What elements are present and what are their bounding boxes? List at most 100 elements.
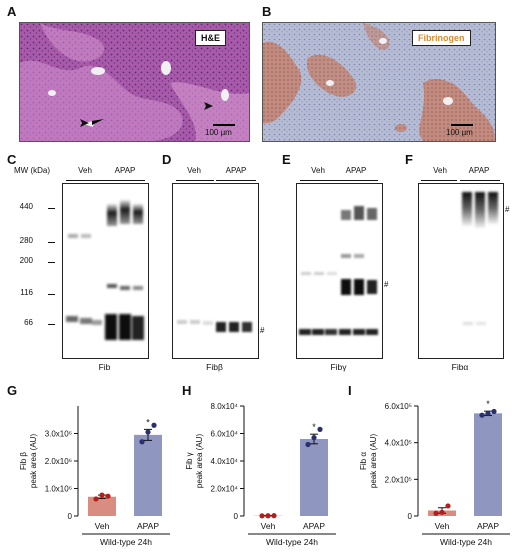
y-axis-label: peak area (AU) xyxy=(195,434,204,489)
data-point xyxy=(433,510,439,516)
category-label: Veh xyxy=(95,521,110,531)
panel-letter-b: B xyxy=(262,4,272,19)
y-axis-label: Fib α xyxy=(359,452,368,470)
apap-group-label: APAP xyxy=(114,166,136,175)
y-tick-label: 2.0x10⁵ xyxy=(385,475,412,484)
mw-tick xyxy=(48,262,55,263)
y-tick-label: 6.0x10⁵ xyxy=(385,402,412,411)
y-axis-label: peak area (AU) xyxy=(369,434,378,489)
data-point xyxy=(479,412,485,418)
apap-group-line xyxy=(105,180,145,181)
category-label: APAP xyxy=(137,521,159,531)
y-tick-label: 1.0x10⁶ xyxy=(45,485,72,494)
mw-label-280: 280 xyxy=(19,236,33,245)
apap-group-label: APAP xyxy=(468,166,490,175)
y-axis-label: Fib β xyxy=(19,452,28,470)
group-label: Wild-type 24h xyxy=(100,537,152,547)
fibrinogen-stain-tag: Fibrinogen xyxy=(412,30,471,46)
panel-letter-e: E xyxy=(282,152,291,167)
arrowhead-icon xyxy=(80,119,89,127)
y-tick-label: 4.0x10⁵ xyxy=(385,439,412,448)
bar-veh xyxy=(88,496,116,516)
data-point xyxy=(271,513,277,519)
y-tick-label: 8.0x10⁴ xyxy=(211,402,239,411)
fib-blot-lanes xyxy=(66,200,144,340)
panel-letter-i: I xyxy=(348,383,352,398)
fib-beta-blot xyxy=(172,183,259,359)
veh-group-line xyxy=(300,180,338,181)
panel-letter-h: H xyxy=(182,383,192,398)
mw-tick xyxy=(48,324,55,325)
apap-group-line xyxy=(338,180,378,181)
y-tick-label: 2.0x10⁶ xyxy=(45,457,72,466)
mw-tick xyxy=(48,208,55,209)
y-tick-label: 6.0x10⁴ xyxy=(211,430,239,439)
mw-tick xyxy=(48,294,55,295)
data-point xyxy=(485,410,491,416)
scale-bar xyxy=(213,124,235,126)
data-point xyxy=(151,422,157,428)
chart-fib-beta-svg: 0 1.0x10⁶ 2.0x10⁶ 3.0x10⁶ Fib β peak area (AU… xyxy=(19,406,170,547)
fib-alpha-caption: Fibα xyxy=(451,362,469,372)
fib-beta-blot-lanes xyxy=(177,320,252,332)
data-point xyxy=(139,439,145,445)
data-point xyxy=(145,429,151,435)
significance-star: * xyxy=(146,417,150,427)
scale-label-a: 100 µm xyxy=(205,128,232,137)
fib-caption: Fib xyxy=(98,362,111,372)
hash-mark: # xyxy=(505,205,510,214)
apap-group-line xyxy=(216,180,256,181)
fib-gamma-blot xyxy=(296,183,383,359)
veh-group-line xyxy=(66,180,106,181)
group-label: Wild-type 24h xyxy=(440,537,492,547)
y-axis-label: peak area (AU) xyxy=(29,434,38,489)
chart-fib-alpha: 0 2.0x10⁵ 4.0x10⁵ 6.0x10⁵ Fib α peak area (AU… xyxy=(344,392,516,557)
mw-label-440: 440 xyxy=(19,202,33,211)
y-tick-label: 3.0x10⁶ xyxy=(45,430,72,439)
bar-apap xyxy=(300,439,328,516)
category-label: APAP xyxy=(477,521,499,531)
y-tick-label: 2.0x10⁴ xyxy=(211,485,239,494)
apap-group-label: APAP xyxy=(225,166,247,175)
mw-label-200: 200 xyxy=(19,256,33,265)
group-label: Wild-type 24h xyxy=(266,537,318,547)
chart-fib-gamma: 0 2.0x10⁴ 4.0x10⁴ 6.0x10⁴ 8.0x10⁴ Fib γ peak a… xyxy=(172,392,342,557)
chart-fib-gamma-svg: 0 2.0x10⁴ 4.0x10⁴ 6.0x10⁴ 8.0x10⁴ Fib γ peak a… xyxy=(185,402,336,547)
significance-star: * xyxy=(312,422,316,432)
scale-bar xyxy=(451,124,473,126)
data-point xyxy=(439,509,445,515)
data-point xyxy=(445,503,451,509)
he-tissue-image xyxy=(20,23,249,141)
veh-group-label: Veh xyxy=(433,166,447,175)
panel-letter-d: D xyxy=(162,152,172,167)
panel-letter-f: F xyxy=(405,152,413,167)
fib-gamma-caption: Fibγ xyxy=(330,362,347,372)
category-label: APAP xyxy=(303,521,325,531)
hash-mark: # xyxy=(384,280,389,289)
data-point xyxy=(99,492,105,498)
y-tick-label: 4.0x10⁴ xyxy=(211,457,239,466)
fib-gamma-blot-lanes xyxy=(299,206,378,335)
data-point xyxy=(491,408,497,415)
veh-group-label: Veh xyxy=(187,166,201,175)
chart-fib-alpha-svg: 0 2.0x10⁵ 4.0x10⁵ 6.0x10⁵ Fib α peak area (AU… xyxy=(359,399,510,547)
y-tick-label: 0 xyxy=(234,512,239,521)
data-point xyxy=(305,441,311,448)
scale-label-b: 100 µm xyxy=(446,128,473,137)
veh-group-label: Veh xyxy=(78,166,92,175)
hash-mark: # xyxy=(260,326,265,335)
data-point xyxy=(259,513,265,519)
mw-header: MW (kDa) xyxy=(14,166,50,175)
mw-tick xyxy=(48,242,55,243)
data-point xyxy=(265,513,271,519)
y-tick-label: 0 xyxy=(68,512,73,521)
data-point xyxy=(105,493,111,499)
category-label: Veh xyxy=(435,521,450,531)
mw-label-116: 116 xyxy=(20,288,33,297)
fib-alpha-blot-lanes xyxy=(462,192,498,325)
veh-group-line xyxy=(421,180,457,181)
veh-group-label: Veh xyxy=(311,166,325,175)
y-tick-label: 0 xyxy=(408,512,413,521)
veh-group-line xyxy=(176,180,214,181)
y-axis-label: Fib γ xyxy=(185,452,194,469)
